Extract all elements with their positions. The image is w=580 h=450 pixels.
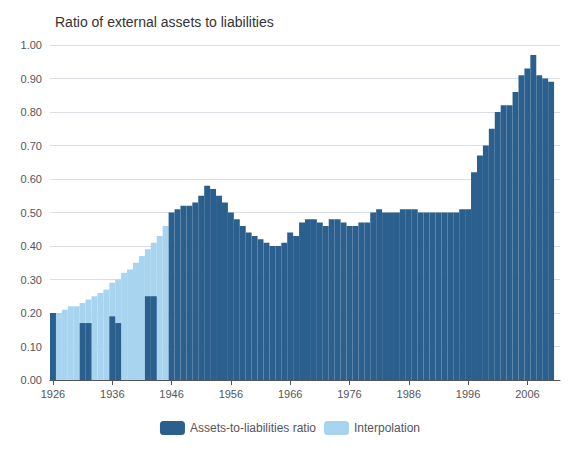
svg-text:Interpolation: Interpolation [354,421,420,435]
svg-text:1966: 1966 [278,388,302,400]
svg-text:0.10: 0.10 [21,341,42,353]
svg-text:Assets-to-liabilities ratio: Assets-to-liabilities ratio [190,421,316,435]
svg-text:0.80: 0.80 [21,106,42,118]
svg-text:0.60: 0.60 [21,173,42,185]
svg-text:Ratio of external assets to li: Ratio of external assets to liabilities [55,14,274,30]
svg-text:1926: 1926 [41,388,65,400]
svg-text:1996: 1996 [456,388,480,400]
svg-text:1936: 1936 [100,388,124,400]
svg-text:0.20: 0.20 [21,307,42,319]
svg-text:1986: 1986 [397,388,421,400]
svg-text:0.50: 0.50 [21,207,42,219]
svg-text:0.00: 0.00 [21,374,42,386]
svg-text:1.00: 1.00 [21,39,42,51]
svg-text:0.40: 0.40 [21,240,42,252]
svg-text:1956: 1956 [219,388,243,400]
svg-text:0.90: 0.90 [21,73,42,85]
svg-text:2006: 2006 [515,388,539,400]
svg-text:1946: 1946 [159,388,183,400]
svg-text:0.30: 0.30 [21,274,42,286]
svg-text:1976: 1976 [337,388,361,400]
svg-text:0.70: 0.70 [21,140,42,152]
